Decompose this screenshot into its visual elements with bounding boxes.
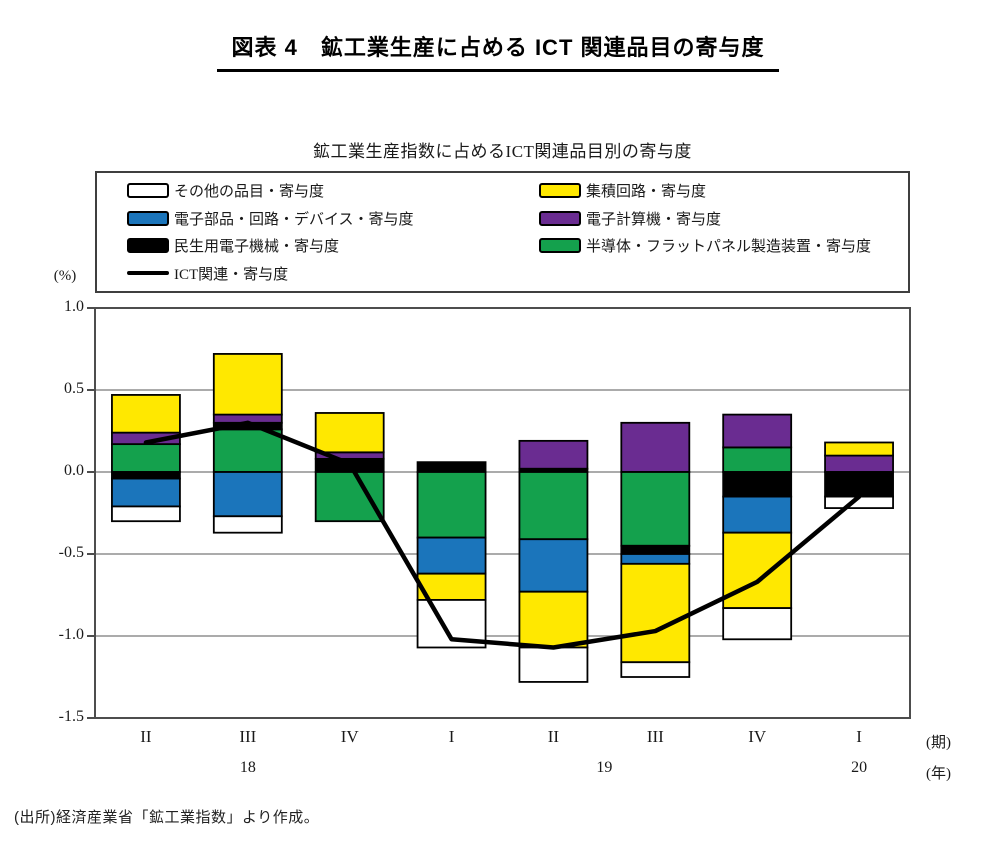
bar-IV-18-semi: [314, 471, 385, 523]
x-tick-label-7-I: I: [856, 727, 862, 746]
source-note: (出所)経済産業省「鉱工業指数」より作成。: [14, 809, 320, 826]
bar-I-19-consumer: [416, 461, 487, 473]
legend-label-semi: 半導体・フラットパネル製造装置・寄与度: [586, 239, 872, 256]
bar-IV-19-other: [722, 607, 793, 641]
legend-label-ic: 集積回路・寄与度: [586, 184, 707, 201]
legend-swatch-computer: [539, 210, 581, 226]
bar-I-19-semi: [416, 471, 487, 539]
x-axis-year-labels: 18 19 20: [95, 759, 910, 781]
x-tick-label-6-IV: IV: [748, 727, 767, 746]
bar-II-18-semi: [111, 443, 181, 473]
y-axis-labels: 1.0 0.5 0.0 -0.5 -1.0 -1.5: [22, 298, 84, 725]
bar-II-19-other: [518, 646, 589, 683]
bar-II-18-consumer: [111, 471, 181, 480]
y-tick-label--1.0: -1.0: [58, 626, 84, 643]
bar-II-19-parts: [518, 538, 589, 593]
y-tick-label--1.5: -1.5: [58, 708, 84, 725]
y-tick-label-0.0: 0.0: [64, 462, 84, 479]
legend-item-parts: 電子部品・回路・デバイス・寄与度: [127, 205, 539, 231]
bar-II-18-other: [111, 505, 181, 523]
x-tick-label-5-III: III: [646, 727, 664, 746]
bar-IV-19-computer: [722, 413, 793, 449]
legend-item-ic: 集積回路・寄与度: [539, 178, 908, 204]
legend-item-computer: 電子計算機・寄与度: [539, 205, 908, 231]
legend-swatch-semi: [539, 238, 581, 254]
legend-label-computer: 電子計算機・寄与度: [586, 211, 722, 228]
bar-III-18-parts: [212, 471, 283, 518]
x-axis-labels: II III IV I II III IV I: [95, 727, 910, 751]
bar-III-19-parts: [620, 553, 691, 565]
plot-area: [87, 307, 911, 719]
year-label-20: 20: [851, 759, 868, 776]
x-tick-label-3-I: I: [448, 727, 455, 746]
bar-II-19-computer: [518, 439, 589, 470]
bar-IV-19-parts: [722, 495, 793, 534]
bar-III-19-semi: [620, 471, 691, 547]
bar-II-18-parts: [111, 477, 181, 508]
y-tick-label--0.5: -0.5: [58, 544, 84, 561]
x-axis-year-suffix: (年): [926, 766, 951, 782]
bar-IV-18-ic: [314, 412, 385, 454]
figure-title-wrap: 図表 4 鉱工業生産に占める ICT 関連品目の寄与度: [0, 30, 996, 72]
y-tick-label-1.0: 1.0: [64, 298, 84, 315]
figure-title: 図表 4 鉱工業生産に占める ICT 関連品目の寄与度: [217, 30, 779, 72]
legend-label-ict_line: ICT関連・寄与度: [174, 266, 289, 283]
bar-III-18-semi: [212, 428, 283, 473]
bar-I-20-consumer: [824, 471, 894, 498]
bar-IV-19-ic: [722, 531, 793, 610]
x-tick-label-0-II: II: [140, 727, 152, 746]
ict-total-line: [143, 420, 862, 650]
legend-item-semi: 半導体・フラットパネル製造装置・寄与度: [539, 233, 908, 259]
bar-IV-19-semi: [722, 446, 793, 473]
legend-item-ict_line: ICT関連・寄与度: [127, 260, 539, 286]
bar-II-19-ic: [518, 590, 589, 649]
bar-I-19-parts: [416, 536, 487, 575]
legend-label-parts: 電子部品・回路・デバイス・寄与度: [174, 211, 414, 228]
bar-IV-19-consumer: [722, 471, 793, 498]
legend-item-other: その他の品目・寄与度: [127, 178, 539, 204]
year-label-18: 18: [239, 759, 256, 776]
chart-title: 鉱工業生産指数に占めるICT関連品目別の寄与度: [313, 142, 692, 161]
legend-item-consumer: 民生用電子機械・寄与度: [127, 233, 539, 259]
plot-frame: [94, 307, 911, 719]
bar-II-19-semi: [518, 471, 589, 541]
legend-swatch-ict_line: [127, 271, 169, 276]
bar-I-20-computer: [824, 454, 894, 473]
y-tick-label-0.5: 0.5: [64, 380, 84, 397]
y-axis-unit-label: (%): [53, 268, 77, 284]
x-axis-period-suffix: (期): [926, 735, 951, 751]
legend-swatch-ic: [539, 183, 581, 199]
legend-swatch-other: [127, 183, 169, 199]
bar-III-18-other: [212, 515, 283, 534]
bar-III-19-ic: [620, 562, 691, 664]
year-label-19: 19: [596, 759, 613, 776]
bar-III-19-consumer: [620, 544, 691, 555]
x-tick-label-4-II: II: [547, 727, 560, 746]
legend-label-other: その他の品目・寄与度: [174, 184, 325, 201]
legend-label-consumer: 民生用電子機械・寄与度: [174, 239, 340, 256]
x-tick-label-1-III: III: [239, 727, 257, 746]
bar-III-19-computer: [620, 421, 691, 473]
bar-II-18-ic: [111, 394, 181, 434]
legend-swatch-parts: [127, 210, 169, 226]
bar-III-18-ic: [212, 353, 283, 416]
chart-legend: その他の品目・寄与度 集積回路・寄与度電子部品・回路・デバイス・寄与度 電子計算機・…: [95, 171, 910, 293]
bar-III-19-other: [620, 661, 691, 678]
bar-I-20-ic: [824, 441, 894, 457]
legend-swatch-consumer: [127, 238, 169, 254]
x-tick-label-2-IV: IV: [340, 727, 359, 746]
